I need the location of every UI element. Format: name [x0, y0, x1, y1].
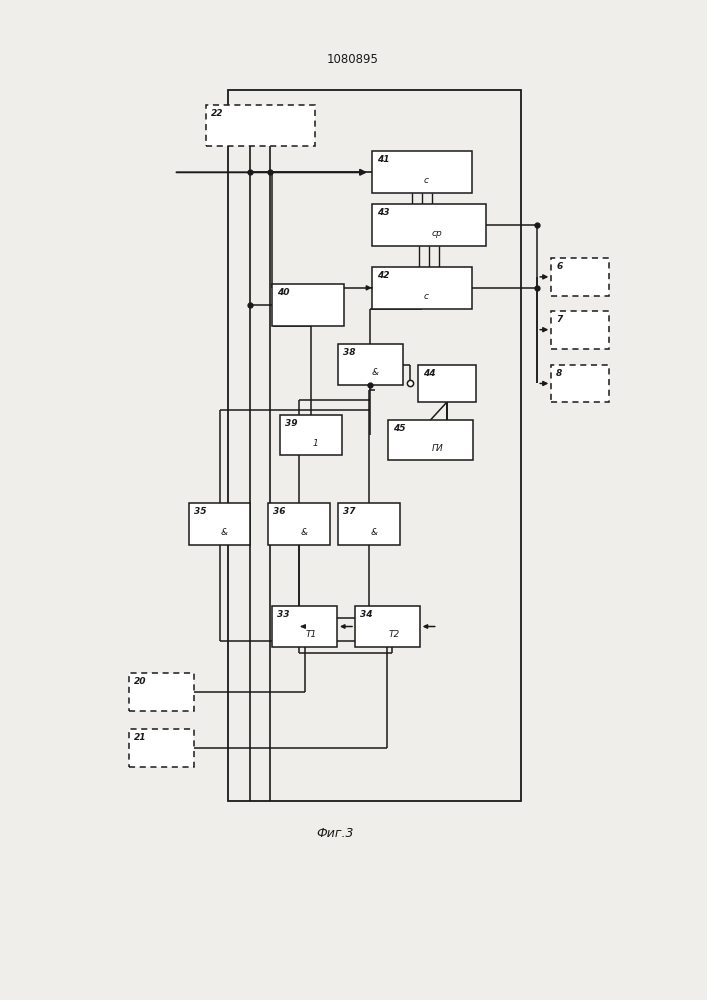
Text: 8: 8 — [556, 369, 563, 378]
Text: 7: 7 — [556, 315, 563, 324]
Bar — [418, 365, 476, 402]
Bar — [551, 365, 609, 402]
Text: ГИ: ГИ — [432, 444, 443, 453]
Text: cp: cp — [431, 229, 443, 238]
Text: c: c — [423, 292, 428, 301]
Text: 45: 45 — [393, 424, 405, 433]
Text: 44: 44 — [423, 369, 436, 378]
Text: 40: 40 — [277, 288, 290, 297]
Bar — [189, 503, 250, 545]
Text: 20: 20 — [134, 677, 146, 686]
Text: 37: 37 — [343, 507, 356, 516]
Text: 1: 1 — [312, 439, 318, 448]
Text: 33: 33 — [277, 610, 290, 619]
Bar — [228, 90, 521, 801]
Bar — [372, 151, 472, 193]
Bar — [372, 267, 472, 309]
Bar — [372, 204, 486, 246]
Bar — [280, 415, 342, 455]
Bar — [338, 344, 403, 385]
Text: &: & — [300, 528, 308, 537]
Bar — [551, 258, 609, 296]
Bar — [338, 503, 400, 545]
Text: 21: 21 — [134, 733, 146, 742]
Text: 42: 42 — [377, 271, 390, 280]
Text: 38: 38 — [343, 348, 356, 357]
Bar — [206, 105, 315, 146]
Text: &: & — [372, 368, 379, 377]
Text: Фиг.3: Фиг.3 — [316, 827, 354, 840]
Text: c: c — [423, 176, 428, 185]
Text: T2: T2 — [389, 630, 400, 639]
Text: 36: 36 — [274, 507, 286, 516]
Text: 6: 6 — [556, 262, 563, 271]
Text: T1: T1 — [306, 630, 317, 639]
Bar — [355, 606, 420, 647]
Text: 35: 35 — [194, 507, 206, 516]
Text: 39: 39 — [285, 419, 298, 428]
Bar — [269, 503, 330, 545]
Bar — [388, 420, 472, 460]
Bar — [272, 606, 337, 647]
Bar — [551, 311, 609, 349]
Text: 43: 43 — [377, 208, 390, 217]
Bar — [272, 284, 344, 326]
Text: &: & — [370, 528, 377, 537]
Bar — [129, 673, 194, 711]
Text: 22: 22 — [211, 109, 223, 118]
Bar — [129, 729, 194, 767]
Text: 41: 41 — [377, 155, 390, 164]
Text: &: & — [221, 528, 228, 537]
Text: 1080895: 1080895 — [327, 53, 379, 66]
Text: 34: 34 — [360, 610, 373, 619]
